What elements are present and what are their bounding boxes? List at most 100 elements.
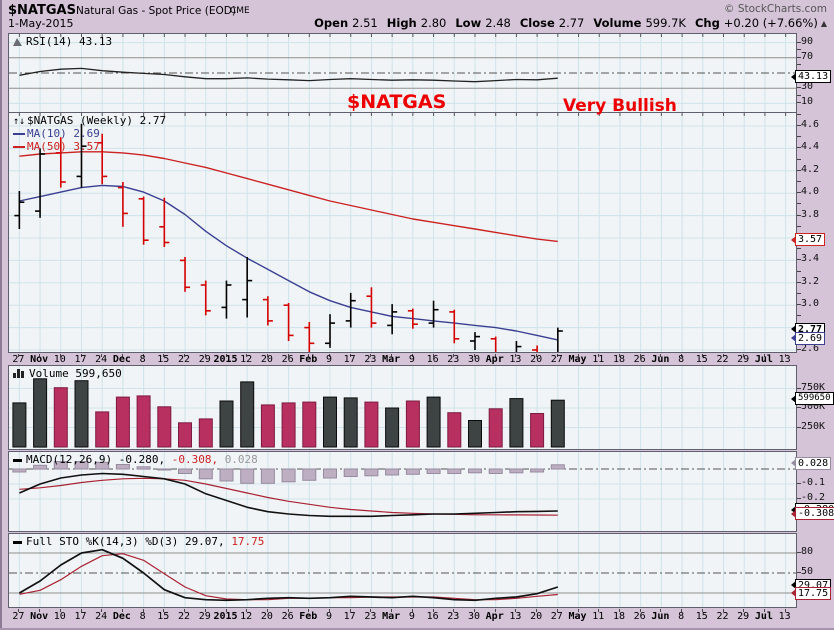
macd-panel: MACD(12,26,9) -0.280, -0.308, 0.028 <box>8 451 797 532</box>
left-edge-border <box>0 0 2 630</box>
x-axis-label: 22 <box>177 611 191 622</box>
x-axis-label: 9 <box>325 354 333 365</box>
rsi-panel: RSI(14) 43.13 <box>8 33 797 113</box>
ma10-label: MA(10) 2.69 <box>27 127 100 140</box>
axis-value-box: 599650 <box>791 392 834 406</box>
x-axis-tick <box>743 354 745 357</box>
x-axis-label: 20 <box>530 611 543 622</box>
x-axis-label: 26 <box>633 354 646 365</box>
x-axis-tick <box>121 609 123 612</box>
box-pointer-icon <box>787 589 796 597</box>
x-axis-label: 8 <box>139 611 146 622</box>
x-axis-tick <box>225 354 227 357</box>
axis-tick <box>797 349 801 350</box>
macd-plot <box>9 452 796 531</box>
x-axis-tick <box>101 354 103 357</box>
axis-label: 4.6 <box>801 119 820 130</box>
quote-label: Volume <box>593 16 642 30</box>
axis-label: 4.0 <box>801 186 820 198</box>
x-axis-label: 20 <box>260 354 273 365</box>
axis-label: 10 <box>801 96 814 108</box>
ma50-line-icon <box>13 146 25 148</box>
x-axis-label: Apr <box>485 354 504 365</box>
box-pointer-icon <box>787 334 796 343</box>
x-axis-tick <box>184 354 185 357</box>
x-axis-label: 30 <box>467 611 481 622</box>
bottom-edge-border <box>0 628 834 630</box>
exchange-label: CME <box>230 6 250 16</box>
annotation-symbol: $NATGAS <box>347 91 447 113</box>
x-axis-label: 13 <box>778 354 791 365</box>
box-pointer-icon <box>787 325 796 334</box>
axis-label: 2.6 <box>801 343 820 354</box>
x-axis-tick <box>432 609 434 612</box>
axis-tick <box>797 407 801 408</box>
price-panel: ↑↓ $NATGAS (Weekly) 2.77 MA(10) 2.69 MA(5… <box>8 112 797 353</box>
axis-tick <box>797 281 801 283</box>
rsi-label-row: RSI(14) 43.13 <box>13 36 112 48</box>
rsi-label: RSI(14) 43.13 <box>26 35 113 48</box>
x-axis-label: 13 <box>509 611 522 622</box>
sto-d-value: 17.75 <box>231 535 265 548</box>
x-axis-tick <box>225 609 227 612</box>
sto-label: Full STO %K(14,3) %D(3) 29.07, <box>26 535 225 548</box>
x-axis-tick <box>101 609 103 612</box>
x-axis-tick <box>184 609 185 612</box>
axis-value-box: 0.028 <box>791 456 832 470</box>
quote-value: 2.77 <box>558 16 585 30</box>
axis-tick <box>797 304 801 306</box>
x-axis-label: 29 <box>737 354 750 365</box>
x-axis-label: Jul <box>754 354 773 365</box>
x-axis-tick <box>536 609 538 612</box>
axis-tick <box>797 41 801 43</box>
x-axis-tick <box>577 354 579 357</box>
quote-bar: Open 2.51 High 2.80 Low 2.48 Close 2.77 Volume 59… <box>305 16 827 30</box>
price-label: $NATGAS (Weekly) 2.77 <box>27 114 167 127</box>
x-axis-label: 23 <box>364 611 377 622</box>
axis-tick <box>797 113 801 115</box>
axis-label: 90 <box>801 35 814 47</box>
x-axis-tick <box>308 354 310 357</box>
axis-tick <box>797 147 801 149</box>
x-axis-label: Jun <box>651 611 670 622</box>
box-pointer-icon <box>787 235 796 244</box>
macd-line-icon <box>13 458 22 462</box>
price-plot <box>9 113 796 352</box>
x-axis-tick <box>246 609 248 612</box>
box-pointer-icon <box>787 581 796 590</box>
rsi-plot <box>9 34 796 112</box>
x-axis-label: 8 <box>678 611 685 622</box>
symbol-title: $NATGAS <box>8 3 76 18</box>
copyright: © StockCharts.com <box>724 3 827 15</box>
x-axis-tick <box>349 354 351 357</box>
x-axis-label: 2015 <box>213 611 238 622</box>
x-axis-tick <box>80 609 82 612</box>
x-axis-label: 27 <box>12 611 25 622</box>
change-up-arrow-icon: ▲ <box>820 19 827 28</box>
x-axis-label: 17 <box>343 354 356 365</box>
x-axis-tick <box>308 609 310 612</box>
x-axis-tick <box>329 609 330 612</box>
x-axis-label: 17 <box>74 611 87 622</box>
x-axis-label: 18 <box>612 354 626 365</box>
x-axis-tick <box>556 609 558 612</box>
x-axis-label: 10 <box>53 354 66 365</box>
x-axis-tick <box>121 354 123 357</box>
axis-label: 70 <box>801 50 814 62</box>
axis-tick <box>797 169 801 171</box>
x-axis-label: Mar <box>382 354 401 365</box>
x-axis-tick <box>142 354 144 357</box>
x-axis-label: 11 <box>592 354 605 365</box>
stochastic-plot <box>9 534 796 607</box>
axis-tick <box>797 387 801 389</box>
x-axis-tick <box>411 609 413 612</box>
stochastic-panel: Full STO %K(14,3) %D(3) 29.07, 17.75 <box>8 533 797 608</box>
quote-label: Low <box>455 16 482 30</box>
axis-label: 50 <box>801 566 814 577</box>
price-label-row: ↑↓ $NATGAS (Weekly) 2.77 <box>13 115 166 128</box>
x-axis-tick <box>287 354 289 357</box>
x-axis-label: 15 <box>695 354 708 365</box>
x-axis-tick <box>18 354 20 357</box>
axis-tick <box>797 49 801 51</box>
x-axis-tick <box>142 609 144 612</box>
